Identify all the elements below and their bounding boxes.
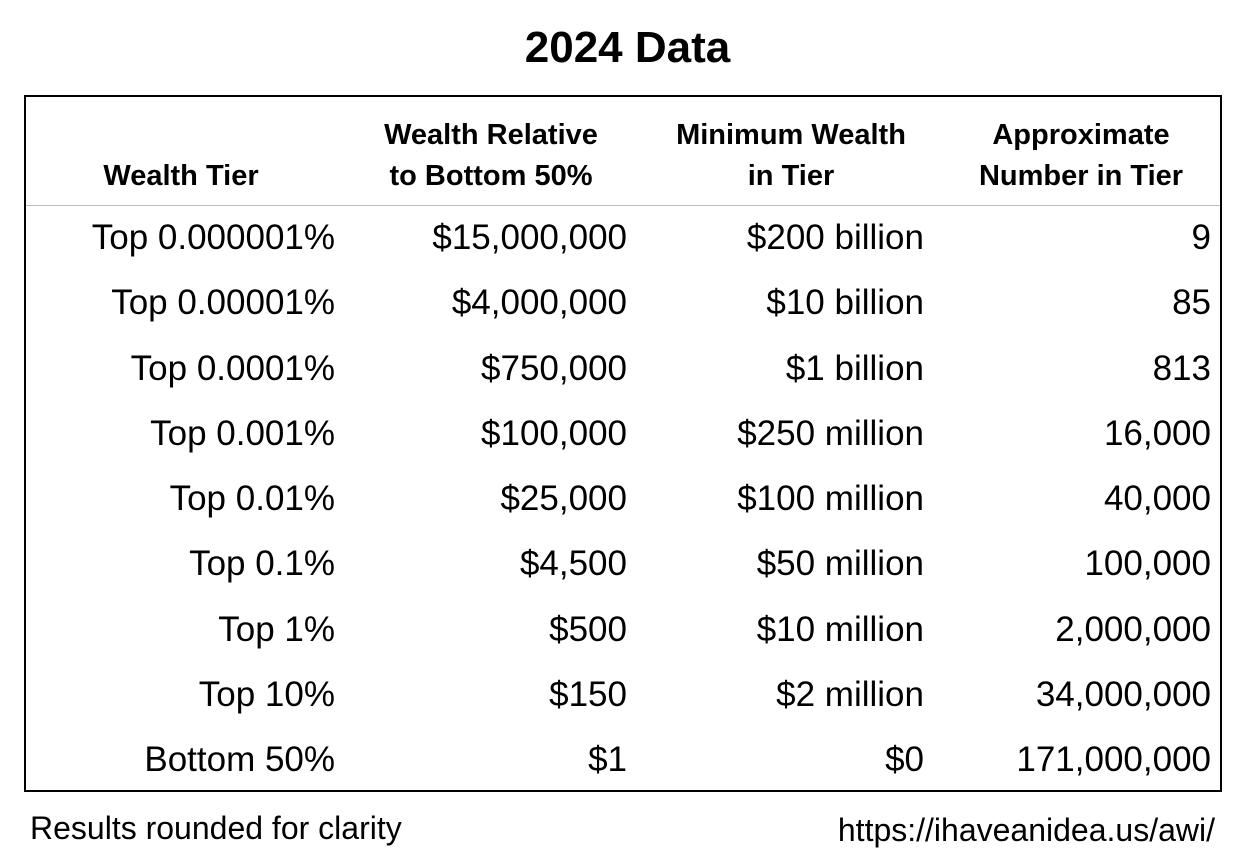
cell-approximate-number: 813 bbox=[1152, 348, 1211, 388]
table-row: Top 1% $500 $10 million 2,000,000 bbox=[26, 597, 1220, 662]
cell-wealth-relative: $1 bbox=[588, 740, 627, 780]
header-line: to Bottom 50% bbox=[389, 160, 593, 192]
header-line: Approximate bbox=[992, 119, 1170, 151]
cell-minimum-wealth: $10 million bbox=[756, 609, 924, 649]
cell-wealth-tier: Top 0.0001% bbox=[130, 348, 335, 388]
cell-minimum-wealth: $1 billion bbox=[785, 348, 924, 388]
table-row: Top 0.00001% $4,000,000 $10 billion 85 bbox=[26, 270, 1220, 335]
cell-wealth-tier: Top 0.00001% bbox=[111, 283, 335, 323]
table-row: Top 0.1% $4,500 $50 million 100,000 bbox=[26, 531, 1220, 596]
cell-minimum-wealth: $250 million bbox=[737, 413, 924, 453]
cell-minimum-wealth: $50 million bbox=[756, 544, 924, 584]
header-wealth-tier: Wealth Tier bbox=[66, 156, 296, 197]
cell-wealth-relative: $25,000 bbox=[500, 479, 627, 519]
cell-wealth-relative: $4,000,000 bbox=[451, 283, 627, 323]
cell-approximate-number: 85 bbox=[1172, 283, 1211, 323]
chart-title: 2024 Data bbox=[524, 23, 731, 72]
cell-approximate-number: 34,000,000 bbox=[1035, 675, 1211, 715]
cell-wealth-tier: Bottom 50% bbox=[144, 740, 335, 780]
cell-approximate-number: 171,000,000 bbox=[1016, 740, 1211, 780]
cell-minimum-wealth: $200 billion bbox=[746, 218, 924, 257]
table-body: Top 0.000001% $15,000,000 $200 billion 9… bbox=[26, 205, 1220, 793]
cell-minimum-wealth: $2 million bbox=[776, 675, 924, 715]
header-line: Wealth Tier bbox=[103, 160, 259, 192]
cell-wealth-tier: Top 1% bbox=[218, 609, 335, 649]
cell-minimum-wealth: $100 million bbox=[737, 479, 924, 519]
cell-wealth-tier: Top 0.1% bbox=[189, 544, 335, 584]
table-row: Bottom 50% $1 $0 171,000,000 bbox=[26, 727, 1220, 792]
cell-wealth-tier: Top 10% bbox=[198, 675, 335, 715]
cell-wealth-tier: Top 0.01% bbox=[169, 479, 335, 519]
cell-wealth-relative: $500 bbox=[549, 609, 627, 649]
cell-wealth-tier: Top 0.000001% bbox=[91, 218, 335, 257]
table-row: Top 0.0001% $750,000 $1 billion 813 bbox=[26, 336, 1220, 401]
cell-approximate-number: 9 bbox=[1191, 218, 1211, 257]
cell-minimum-wealth: $0 bbox=[885, 740, 924, 780]
table-row: Top 0.01% $25,000 $100 million 40,000 bbox=[26, 466, 1220, 531]
cell-wealth-relative: $15,000,000 bbox=[432, 218, 627, 257]
cell-approximate-number: 40,000 bbox=[1103, 479, 1211, 519]
data-table: Wealth Tier Wealth Relative to Bottom 50… bbox=[24, 95, 1222, 792]
header-line: Minimum Wealth bbox=[676, 119, 906, 151]
header-line: in Tier bbox=[747, 160, 835, 192]
cell-approximate-number: 2,000,000 bbox=[1055, 609, 1211, 649]
header-approximate-number: Approximate Number in Tier bbox=[951, 115, 1211, 197]
header-line: Number in Tier bbox=[978, 160, 1184, 192]
header-minimum-wealth: Minimum Wealth in Tier bbox=[641, 115, 941, 197]
header-wealth-relative: Wealth Relative to Bottom 50% bbox=[361, 115, 621, 197]
header-line: Wealth Relative bbox=[384, 119, 598, 151]
cell-wealth-tier: Top 0.001% bbox=[150, 413, 335, 453]
cell-wealth-relative: $150 bbox=[549, 675, 627, 715]
cell-approximate-number: 16,000 bbox=[1103, 413, 1211, 453]
cell-approximate-number: 100,000 bbox=[1084, 544, 1211, 584]
cell-wealth-relative: $750,000 bbox=[481, 348, 627, 388]
table-row: Top 0.001% $100,000 $250 million 16,000 bbox=[26, 401, 1220, 466]
cell-wealth-relative: $4,500 bbox=[519, 544, 627, 584]
table-row: Top 10% $150 $2 million 34,000,000 bbox=[26, 662, 1220, 727]
cell-wealth-relative: $100,000 bbox=[481, 413, 627, 453]
footnote: Results rounded for clarity bbox=[30, 810, 402, 846]
cell-minimum-wealth: $10 billion bbox=[766, 283, 924, 323]
table-row: Top 0.000001% $15,000,000 $200 billion 9 bbox=[26, 205, 1220, 270]
source-url: https://ihaveanidea.us/awi/ bbox=[837, 812, 1215, 848]
table-header-row: Wealth Tier Wealth Relative to Bottom 50… bbox=[26, 97, 1220, 206]
